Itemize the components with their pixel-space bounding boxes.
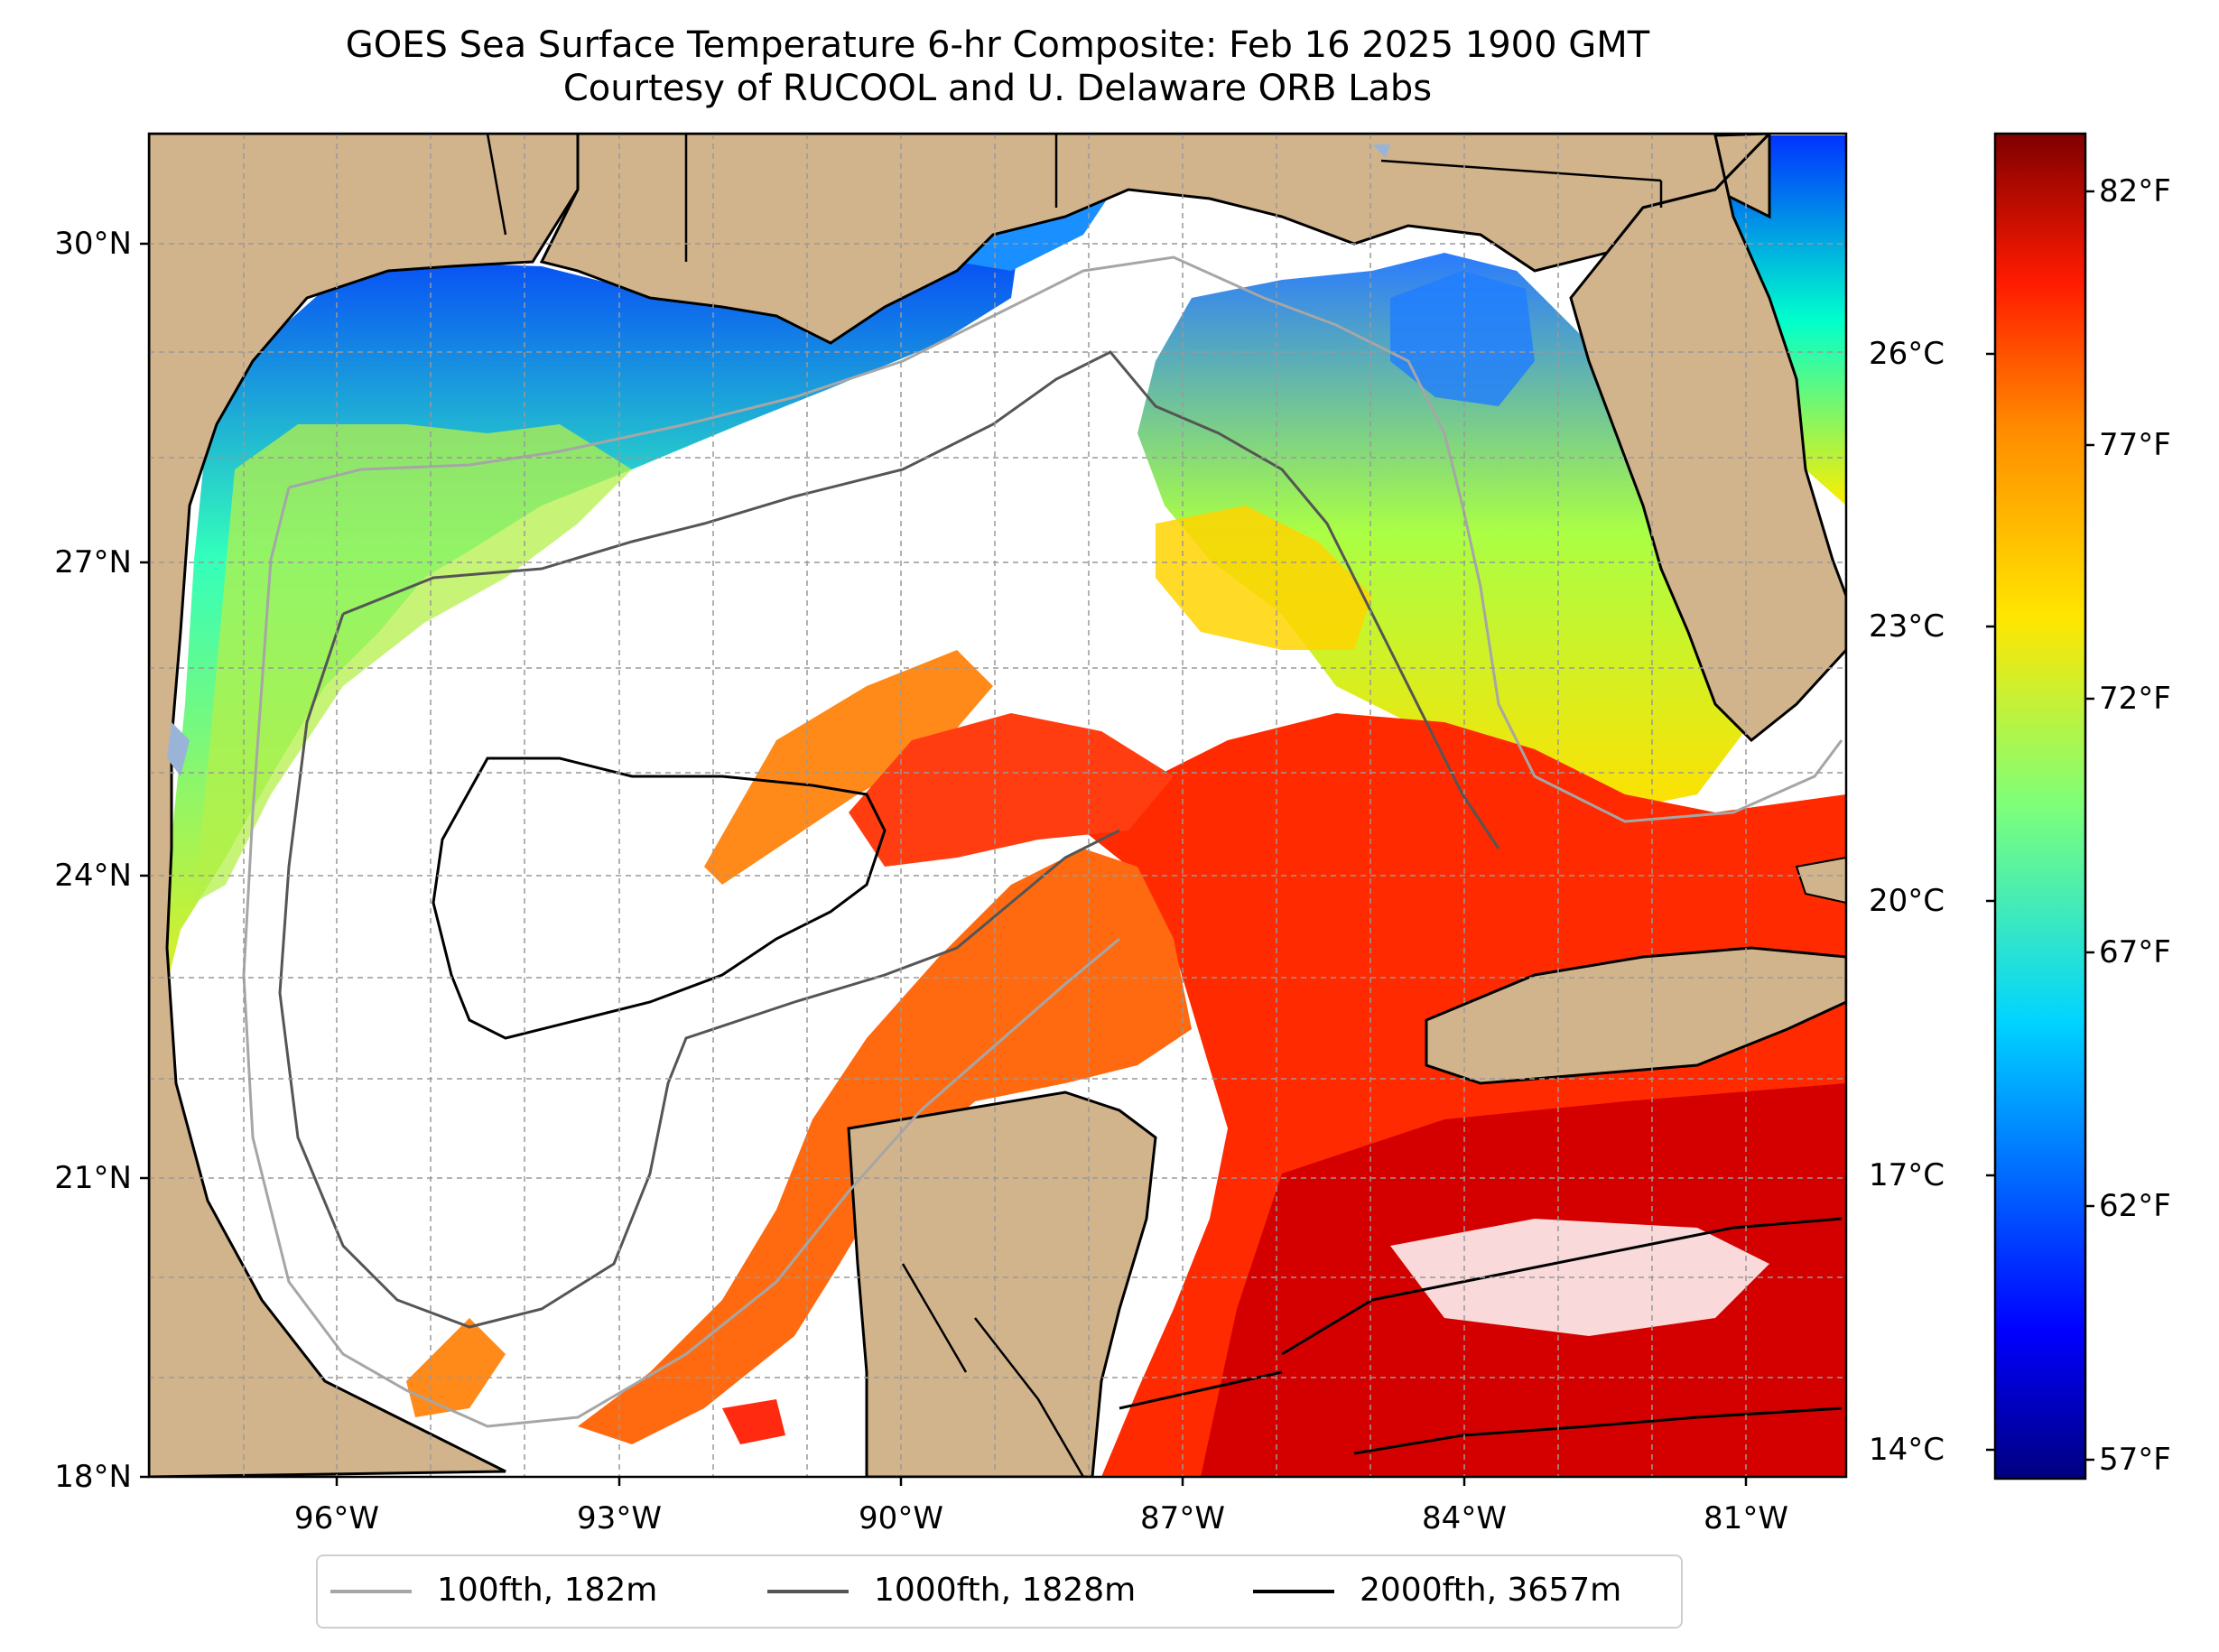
contour-100fth — [242, 255, 1843, 1428]
lon-tick-label: 93°W — [577, 1500, 662, 1536]
sst-eastern-gulf — [1137, 253, 1751, 812]
lon-tick-label: 87°W — [1140, 1500, 1225, 1536]
colorbar — [1993, 132, 2087, 1480]
sst-central-red — [849, 713, 1174, 867]
borders — [486, 134, 1663, 1477]
map-title: GOES Sea Surface Temperature 6-hr Compos… — [345, 24, 1650, 66]
graticule — [149, 134, 1846, 1477]
map-frame — [147, 132, 1848, 1479]
contour-1000fth — [278, 350, 1500, 1329]
colorbar-fahrenheit-label: 67°F — [2099, 934, 2171, 970]
legend-label: 100fth, 182m — [437, 1572, 658, 1609]
legend-swatch — [767, 1590, 849, 1593]
colorbar-celsius-label: 17°C — [1869, 1157, 1945, 1193]
lat-tick-label: 18°N — [54, 1459, 132, 1495]
lat-tick-label: 21°N — [54, 1160, 132, 1196]
legend-swatch — [330, 1590, 412, 1593]
axis-ticks — [140, 242, 1748, 1486]
land-cuba — [1425, 946, 1846, 1085]
legend-label: 1000fth, 1828m — [874, 1572, 1137, 1609]
lat-tick-label: 27°N — [54, 544, 132, 580]
sst-shelf-green — [194, 424, 632, 903]
colorbar-fahrenheit-label: 72°F — [2099, 681, 2171, 717]
legend-label: 2000fth, 3657m — [1360, 1572, 1622, 1609]
land-bahamas — [1795, 856, 1846, 905]
lake — [1372, 144, 1390, 158]
colorbar-ticks — [1986, 190, 2094, 1462]
colorbar-fahrenheit-label: 77°F — [2099, 427, 2171, 463]
colorbar-celsius-label: 23°C — [1869, 608, 1945, 645]
lon-tick-label: 96°W — [294, 1500, 379, 1536]
sst-northern-shelf — [167, 208, 1020, 984]
map-subtitle: Courtesy of RUCOOL and U. Delaware ORB L… — [562, 68, 1433, 109]
sst-west-patch — [406, 1318, 506, 1417]
lat-tick-label: 24°N — [54, 858, 132, 894]
lon-tick-label: 84°W — [1422, 1500, 1507, 1536]
legend-swatch — [1253, 1590, 1334, 1593]
colorbar-fahrenheit-label: 82°F — [2099, 173, 2171, 209]
land-florida — [1569, 134, 1846, 743]
sst-atlantic-strip — [1715, 135, 1846, 506]
sst-central-yellow — [1156, 506, 1372, 650]
sst-central-orange — [704, 650, 993, 885]
colorbar-celsius-label: 26°C — [1869, 336, 1945, 372]
contour-legend: 100fth, 182m 1000fth, 1828m 2000fth, 365… — [316, 1555, 1683, 1629]
lake — [167, 722, 190, 776]
sst-small-warm-patch — [722, 1399, 785, 1444]
lon-tick-label: 90°W — [859, 1500, 943, 1536]
colorbar-fahrenheit-label: 57°F — [2099, 1442, 2171, 1478]
colorbar-celsius-label: 20°C — [1869, 883, 1945, 919]
lat-tick-label: 30°N — [54, 226, 132, 262]
colorbar-fahrenheit-label: 62°F — [2099, 1188, 2171, 1224]
lon-tick-label: 81°W — [1704, 1500, 1788, 1536]
contour-2000fth — [432, 756, 887, 1040]
colorbar-celsius-label: 14°C — [1869, 1432, 1945, 1468]
sst-apalachee-cool — [1390, 271, 1535, 406]
land-yucatan — [847, 1091, 1157, 1477]
